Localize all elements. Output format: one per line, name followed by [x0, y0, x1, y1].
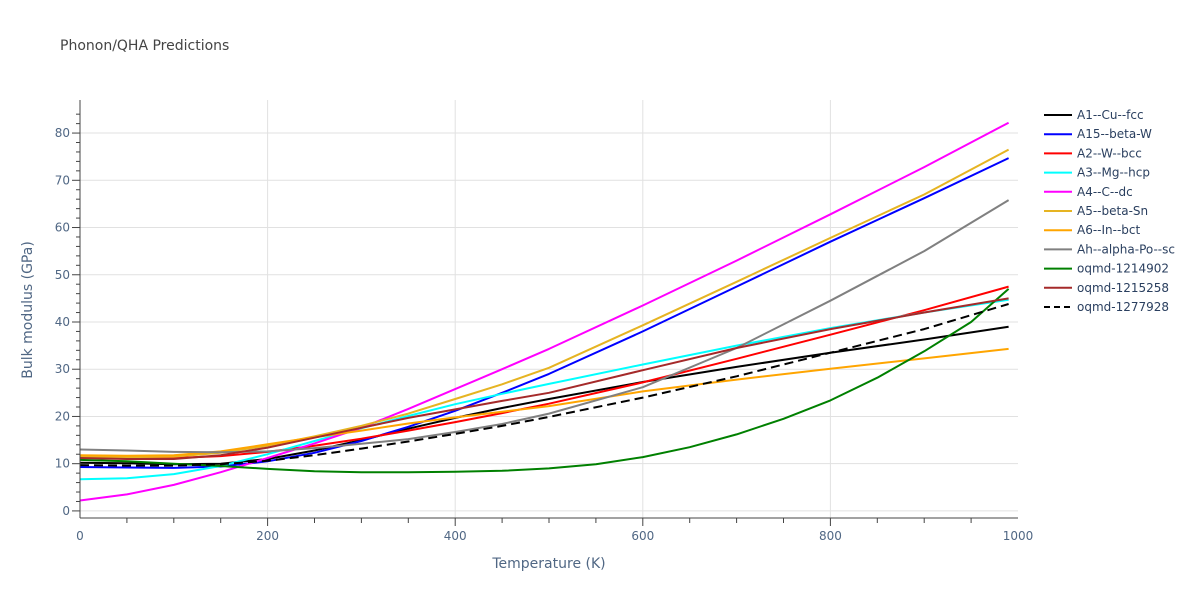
series-line-a3-mg-hcp: [79, 298, 1009, 481]
legend-label: A15--beta-W: [1077, 127, 1152, 141]
x-tick-label: 1000: [1003, 529, 1034, 543]
series-line-a4-c-dc: [79, 121, 1010, 502]
legend-label: A1--Cu--fcc: [1077, 108, 1144, 122]
y-tick-label: 0: [62, 504, 70, 518]
legend-item-a15-beta-w[interactable]: A15--beta-W: [1044, 127, 1152, 141]
legend-label: Ah--alpha-Po--sc: [1077, 242, 1175, 256]
y-tick-label: 40: [55, 315, 70, 329]
y-tick-label: 70: [55, 173, 70, 187]
series-line-oqmd-1215258: [79, 297, 1009, 460]
x-tick-label: 400: [444, 529, 467, 543]
legend-item-oqmd-1277928[interactable]: oqmd-1277928: [1044, 300, 1169, 314]
legend-item-a5-beta-sn[interactable]: A5--beta-Sn: [1044, 204, 1148, 218]
legend-item-a1-cu-fcc[interactable]: A1--Cu--fcc: [1044, 108, 1144, 122]
y-tick-label: 30: [55, 362, 70, 376]
series-line-oqmd-1214902: [79, 288, 1010, 474]
legend-item-oqmd-1214902[interactable]: oqmd-1214902: [1044, 262, 1169, 276]
legend-label: A4--C--dc: [1077, 185, 1133, 199]
legend-item-a4-c-dc[interactable]: A4--C--dc: [1044, 185, 1133, 199]
series-line-a6-in-bct: [79, 347, 1009, 457]
legend-label: oqmd-1214902: [1077, 262, 1169, 276]
legend-label: oqmd-1215258: [1077, 281, 1169, 295]
series-line-a15-beta-w: [79, 157, 1010, 469]
chart-title: Phonon/QHA Predictions: [60, 38, 229, 54]
legend-item-oqmd-1215258[interactable]: oqmd-1215258: [1044, 281, 1169, 295]
x-tick-label: 800: [819, 529, 842, 543]
legend-label: A6--In--bct: [1077, 223, 1141, 237]
y-tick-label: 50: [55, 268, 70, 282]
x-tick-label: 0: [76, 529, 84, 543]
x-axis-ticks: 0 200 400 600 800 1000: [76, 529, 1033, 543]
legend-label: A5--beta-Sn: [1077, 204, 1148, 218]
y-tick-label: 10: [55, 457, 70, 471]
legend-item-ah-alpha-po-sc[interactable]: Ah--alpha-Po--sc: [1044, 242, 1175, 256]
legend-label: A3--Mg--hcp: [1077, 166, 1150, 180]
legend-item-a2-w-bcc[interactable]: A2--W--bcc: [1044, 146, 1142, 160]
series-layer: [79, 121, 1010, 502]
series-line-ah-alpha-po-sc: [79, 199, 1010, 454]
x-tick-label: 600: [631, 529, 654, 543]
series-line-a5-beta-sn: [79, 148, 1010, 459]
y-tick-label: 60: [55, 221, 70, 235]
x-axis-title: Temperature (K): [491, 556, 605, 572]
y-axis-title: Bulk modulus (GPa): [20, 241, 36, 379]
y-tick-label: 20: [55, 409, 70, 423]
y-axis-ticks: 0 10 20 30 40 50 60 70 80: [55, 126, 70, 518]
series-line-a1-cu-fcc: [79, 325, 1009, 466]
y-tick-label: 80: [55, 126, 70, 140]
legend[interactable]: A1--Cu--fcc A15--beta-W A2--W--bcc A3--Mg--…: [1044, 108, 1175, 314]
series-line-oqmd-1277928: [79, 303, 1009, 467]
legend-label: oqmd-1277928: [1077, 300, 1169, 314]
legend-item-a3-mg-hcp[interactable]: A3--Mg--hcp: [1044, 166, 1150, 180]
legend-item-a6-in-bct[interactable]: A6--In--bct: [1044, 223, 1141, 237]
x-tick-label: 200: [256, 529, 279, 543]
series-line-a2-w-bcc: [79, 285, 1009, 459]
legend-label: A2--W--bcc: [1077, 146, 1142, 160]
axes: [72, 100, 1018, 526]
